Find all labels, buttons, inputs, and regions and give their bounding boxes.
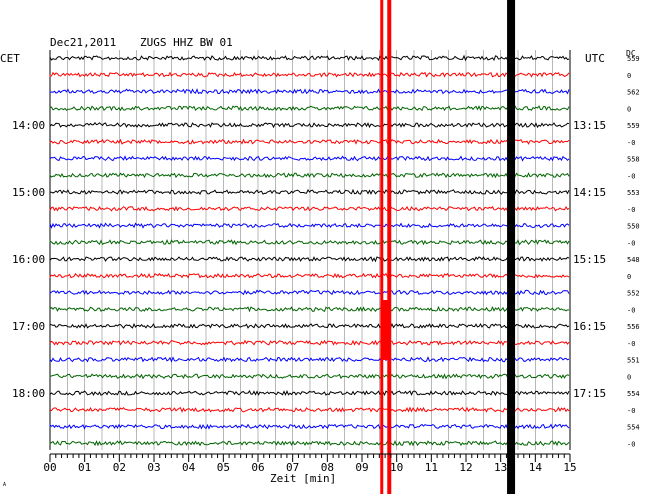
dc-label: DC	[626, 49, 636, 58]
event-burst-1	[382, 300, 391, 360]
dc-offset-label: -0	[627, 440, 635, 448]
x-tick-label: 15	[563, 461, 576, 474]
trace-14	[49, 272, 570, 279]
time-axis: 00 01 02 03 04 05 06 07 08 09 10 11 12 13 14 15	[43, 453, 577, 474]
dc-offset-label: 559	[627, 122, 640, 130]
cet-hour-label: 16:00	[12, 253, 45, 266]
corner-mark: A	[3, 482, 6, 488]
x-tick-label: 14	[529, 461, 543, 474]
cet-hour-label: 18:00	[12, 387, 45, 400]
trace-3	[49, 88, 570, 95]
dc-offset-label: -0	[627, 172, 635, 180]
x-tick-label: 05	[217, 461, 230, 474]
cet-label: CET	[0, 52, 20, 65]
dc-offset-label: 562	[627, 89, 640, 97]
dc-offset-label: 552	[627, 290, 640, 298]
x-tick-label: 04	[182, 461, 196, 474]
utc-hour-label: 14:15	[573, 186, 606, 199]
trace-12	[49, 239, 570, 246]
x-tick-label: 08	[321, 461, 334, 474]
dc-offset-label: -0	[627, 139, 635, 147]
dc-offset-label: 554	[627, 424, 640, 432]
event-bands	[380, 0, 516, 494]
dc-offset-label: 0	[627, 273, 631, 281]
trace-20	[49, 373, 570, 380]
x-tick-label: 10	[390, 461, 403, 474]
header-date: Dec21,2011	[50, 36, 116, 49]
cet-hour-label: 14:00	[12, 119, 45, 132]
dc-offset-label: 0	[627, 72, 631, 80]
dc-offset-label: 551	[627, 357, 640, 365]
trace-1	[49, 54, 570, 62]
x-tick-label: 06	[251, 461, 264, 474]
trace-24	[49, 439, 570, 447]
seismic-traces	[49, 54, 570, 447]
utc-hour-label: 17:15	[573, 387, 606, 400]
dc-offset-label: -0	[627, 206, 635, 214]
event-band-1	[380, 0, 384, 494]
utc-label: UTC	[585, 52, 605, 65]
x-axis-label: Zeit [min]	[270, 472, 336, 485]
x-tick-label: 07	[286, 461, 299, 474]
x-tick-label: 02	[113, 461, 126, 474]
dc-offset-label: 554	[627, 390, 640, 398]
trace-7	[49, 155, 570, 162]
trace-9	[49, 188, 570, 196]
x-tick-label: 09	[355, 461, 368, 474]
trace-15	[49, 289, 570, 296]
trace-11	[49, 222, 570, 229]
trace-23	[49, 423, 570, 430]
dc-offset-label: 0	[627, 105, 631, 113]
trace-8	[49, 172, 570, 179]
trace-10	[49, 205, 570, 212]
dc-offset-label: -0	[627, 340, 635, 348]
trace-5	[49, 122, 570, 129]
dc-offset-label: 553	[627, 189, 640, 197]
dc-offset-label: -0	[627, 306, 635, 314]
trace-18	[49, 339, 570, 346]
trace-19	[49, 356, 570, 363]
trace-16	[49, 305, 569, 313]
dc-offset-label: -0	[627, 239, 635, 247]
dc-offset-label: 556	[627, 323, 640, 331]
dc-offset-label: 550	[627, 223, 640, 231]
header-station: ZUGS HHZ BW 01	[140, 36, 233, 49]
trace-22	[49, 406, 570, 413]
dc-offset-label: 548	[627, 256, 640, 264]
time-grid	[49, 50, 571, 450]
trace-4	[49, 104, 570, 112]
event-band-2	[507, 0, 516, 494]
cet-hour-label: 15:00	[12, 186, 45, 199]
trace-21	[49, 390, 570, 397]
utc-hour-label: 16:15	[573, 320, 606, 333]
trace-17	[49, 322, 570, 329]
x-tick-label: 03	[147, 461, 160, 474]
dc-offset-label: 558	[627, 156, 640, 164]
trace-13	[49, 256, 570, 263]
utc-hour-label: 15:15	[573, 253, 606, 266]
x-tick-label: 00	[43, 461, 56, 474]
x-tick-label: 13	[494, 461, 507, 474]
x-tick-label: 12	[459, 461, 472, 474]
dc-offset-label: 559	[627, 55, 640, 63]
cet-hour-label: 17:00	[12, 320, 45, 333]
dc-offset-label: 0	[627, 373, 631, 381]
x-tick-label: 11	[425, 461, 438, 474]
event-band-1	[387, 0, 392, 494]
x-tick-label: 01	[78, 461, 91, 474]
utc-hour-label: 13:15	[573, 119, 606, 132]
trace-2	[49, 71, 570, 78]
hour-labels: 14:00 15:00 16:00 17:00 18:00 13:15 14:15 15:15…	[12, 55, 640, 448]
dc-offset-label: -0	[627, 407, 635, 415]
trace-6	[49, 138, 570, 145]
